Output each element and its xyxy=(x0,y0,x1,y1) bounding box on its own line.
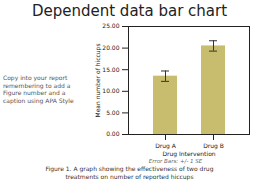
html-text:Error Bars: +/- 1 SE: Error Bars: +/- 1 SE xyxy=(148,158,203,164)
svg-text:5.00: 5.00 xyxy=(106,109,120,116)
svg-text:20.00: 20.00 xyxy=(102,44,119,51)
svg-text:25.00: 25.00 xyxy=(102,22,119,29)
html-text:Copy into your report remember: Copy into your report remembering to add… xyxy=(3,74,74,104)
svg-text:10.00: 10.00 xyxy=(102,87,119,94)
svg-text:Drug Intervention: Drug Intervention xyxy=(162,150,215,158)
svg-text:Drug B: Drug B xyxy=(203,141,224,149)
svg-text:15.00: 15.00 xyxy=(102,66,119,73)
svg-text:0.00: 0.00 xyxy=(106,130,120,137)
svg-text:Drug A: Drug A xyxy=(155,141,176,149)
html-text:Dependent data bar chart: Dependent data bar chart xyxy=(31,2,228,20)
html-text:Figure 1. A graph showing the: Figure 1. A graph showing the effectiven… xyxy=(45,165,214,180)
svg-text:Mean number of hiccups: Mean number of hiccups xyxy=(94,43,102,117)
